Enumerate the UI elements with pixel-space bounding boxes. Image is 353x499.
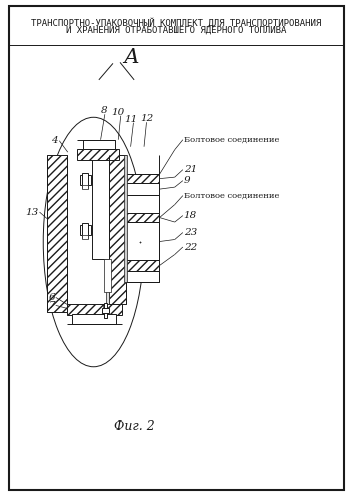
Text: ТРАНСПОРТНО-УПАКОВОЧНЫЙ КОМПЛЕКТ ДЛЯ ТРАНСПОРТИРОВАНИЯ: ТРАНСПОРТНО-УПАКОВОЧНЫЙ КОМПЛЕКТ ДЛЯ ТРА… (31, 17, 322, 27)
Text: 23: 23 (184, 228, 197, 237)
Text: 6: 6 (49, 293, 55, 302)
Bar (72, 314, 116, 324)
Bar (126, 271, 159, 282)
Text: 5: 5 (99, 312, 106, 321)
Text: 9: 9 (184, 176, 190, 185)
Text: 11: 11 (125, 115, 138, 124)
Text: 21: 21 (184, 165, 197, 174)
Text: Фиг. 2: Фиг. 2 (114, 420, 155, 433)
Bar (82, 173, 88, 188)
Bar (92, 152, 109, 259)
Text: 4: 4 (52, 136, 58, 145)
Bar (77, 149, 119, 160)
Bar (80, 175, 91, 185)
Text: 8: 8 (101, 106, 107, 115)
Bar (106, 259, 109, 304)
Text: 18: 18 (184, 211, 197, 220)
Bar (126, 260, 159, 271)
Bar (126, 213, 159, 222)
Bar (126, 222, 159, 260)
Bar (102, 308, 109, 313)
Bar (126, 195, 159, 213)
Text: 22: 22 (184, 243, 197, 251)
Bar (104, 259, 111, 292)
Text: Болтовое соединение: Болтовое соединение (184, 136, 279, 144)
Text: 7: 7 (49, 301, 55, 310)
Ellipse shape (43, 117, 144, 367)
Text: 12: 12 (140, 114, 153, 123)
Text: И ХРАНЕНИЯ ОТРАБОТАВШЕГО ЯДЕРНОГО ТОПЛИВА: И ХРАНЕНИЯ ОТРАБОТАВШЕГО ЯДЕРНОГО ТОПЛИВ… (66, 26, 287, 35)
Bar (82, 235, 88, 239)
Bar (83, 140, 115, 149)
Bar (82, 185, 88, 189)
Bar (126, 174, 159, 183)
Bar (80, 225, 91, 235)
Bar (109, 155, 126, 304)
Bar (47, 155, 67, 312)
Bar (124, 155, 127, 282)
Text: А: А (123, 48, 138, 67)
Text: Болтовое соединение: Болтовое соединение (184, 192, 279, 200)
Bar (126, 183, 159, 195)
Text: 10: 10 (112, 108, 125, 117)
Bar (82, 223, 88, 238)
Bar (67, 304, 122, 315)
Text: 13: 13 (25, 208, 38, 217)
Bar (104, 303, 107, 318)
